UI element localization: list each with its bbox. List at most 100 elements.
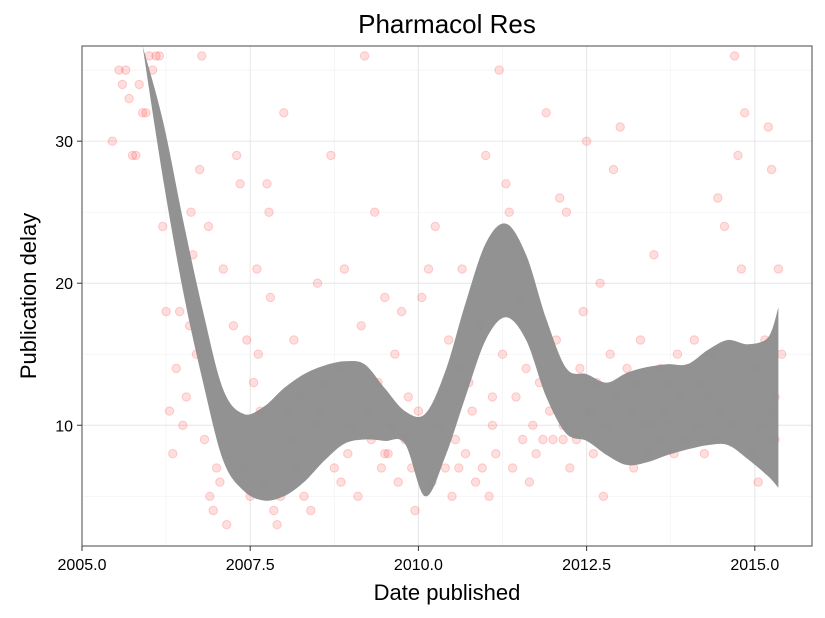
data-point xyxy=(763,122,773,132)
data-point xyxy=(417,292,427,303)
data-point xyxy=(289,335,299,345)
y-tick-label: 30 xyxy=(55,134,73,151)
data-point xyxy=(252,264,262,274)
x-axis: 2005.0 2007.5 2010.0 2012.5 2015.0 xyxy=(58,546,779,574)
y-tick-label: 10 xyxy=(55,418,73,435)
data-point xyxy=(511,392,521,402)
data-point xyxy=(555,193,565,203)
data-point xyxy=(211,463,222,473)
data-point xyxy=(497,349,508,359)
confidence-band xyxy=(142,46,779,501)
plot-panel-border xyxy=(81,45,813,547)
data-point xyxy=(380,292,390,303)
data-point xyxy=(228,321,239,331)
data-point xyxy=(353,491,363,501)
data-point xyxy=(581,136,592,146)
data-point xyxy=(124,93,134,104)
data-point xyxy=(605,349,615,359)
data-point xyxy=(598,491,609,501)
data-point xyxy=(548,434,558,445)
data-point xyxy=(312,278,323,288)
data-point xyxy=(121,65,131,75)
y-axis-title: Publication delay xyxy=(16,213,41,379)
data-point xyxy=(538,434,548,445)
data-point xyxy=(740,108,750,118)
data-point xyxy=(672,349,683,359)
data-point xyxy=(558,434,568,445)
data-point xyxy=(199,434,210,445)
data-point xyxy=(380,449,390,459)
data-point xyxy=(531,449,541,459)
data-point xyxy=(413,406,424,416)
data-point xyxy=(622,363,632,374)
data-point xyxy=(491,449,501,459)
data-point xyxy=(403,392,413,402)
data-point xyxy=(151,51,161,61)
data-point xyxy=(396,306,407,317)
data-point xyxy=(518,434,528,445)
data-point xyxy=(410,505,420,516)
data-point xyxy=(242,335,252,345)
data-point xyxy=(736,264,747,274)
data-point xyxy=(279,108,289,118)
data-point xyxy=(524,477,535,487)
data-point xyxy=(264,207,274,217)
data-point xyxy=(733,150,743,161)
data-point xyxy=(477,463,487,473)
data-point xyxy=(218,264,229,274)
data-point xyxy=(699,449,710,459)
data-point xyxy=(161,306,171,317)
data-point xyxy=(635,335,646,345)
data-point xyxy=(262,179,272,189)
data-point xyxy=(269,505,279,516)
data-point xyxy=(649,250,659,260)
data-point xyxy=(575,363,585,374)
data-point xyxy=(766,164,777,175)
data-point xyxy=(588,449,598,459)
data-point xyxy=(205,491,215,501)
data-point xyxy=(186,207,196,217)
data-point xyxy=(174,306,185,317)
y-axis: 10 20 30 xyxy=(55,134,82,435)
data-point xyxy=(208,505,218,516)
data-point xyxy=(359,51,370,61)
data-point xyxy=(114,65,124,75)
data-point xyxy=(197,51,207,61)
data-point xyxy=(773,264,784,274)
data-point xyxy=(595,278,605,288)
data-point xyxy=(729,51,740,61)
x-tick-label: 2010.0 xyxy=(394,557,443,574)
data-point xyxy=(168,449,178,459)
smooth-confidence-band xyxy=(142,46,779,501)
data-point xyxy=(561,207,572,217)
data-point xyxy=(393,477,403,487)
data-point xyxy=(329,463,339,473)
data-point xyxy=(117,79,128,90)
data-point xyxy=(487,420,498,430)
data-point xyxy=(578,306,588,317)
x-tick-label: 2012.5 xyxy=(562,557,611,574)
data-point xyxy=(171,363,181,374)
data-point xyxy=(719,221,730,232)
data-point xyxy=(447,491,457,501)
data-point xyxy=(253,349,263,359)
data-point xyxy=(195,164,205,175)
data-point xyxy=(203,221,214,232)
data-point xyxy=(753,477,763,487)
data-point xyxy=(339,264,350,274)
data-point xyxy=(430,221,440,232)
data-point xyxy=(494,65,504,75)
data-point xyxy=(608,164,619,175)
data-point xyxy=(248,377,259,388)
data-point xyxy=(127,150,138,161)
data-point xyxy=(370,207,380,217)
data-point xyxy=(306,505,316,516)
data-point xyxy=(487,392,498,402)
data-point xyxy=(457,264,467,274)
data-point xyxy=(615,122,625,132)
data-point xyxy=(423,264,434,274)
data-point xyxy=(356,321,366,331)
x-axis-title: Date published xyxy=(374,580,521,605)
